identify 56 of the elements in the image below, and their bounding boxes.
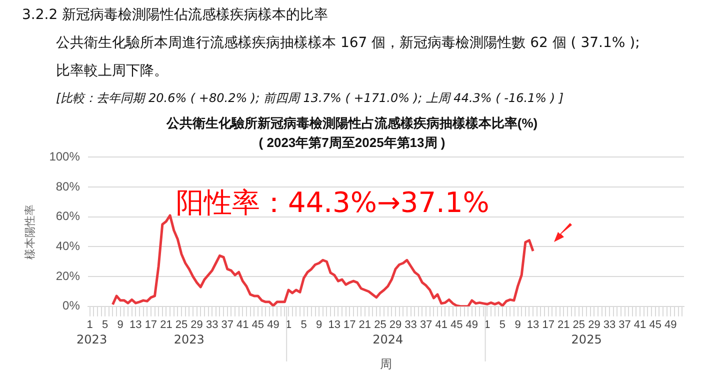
x-tick-label: 5 xyxy=(102,319,108,332)
x-tick-label: 33 xyxy=(603,319,616,332)
x-tick-label: 1 xyxy=(86,319,93,332)
y-tick-label: 100% xyxy=(49,150,80,164)
x-tick-label: 45 xyxy=(252,319,264,332)
x-tick-label: 37 xyxy=(618,319,631,332)
text: 2023 xyxy=(174,332,204,347)
text: 2024 xyxy=(372,332,404,347)
y-tick-label: 20% xyxy=(56,268,80,283)
x-tick-label: 5 xyxy=(499,319,506,332)
x-tick-label: 21 xyxy=(358,319,372,332)
x-tick-label: 5 xyxy=(300,319,307,332)
x-tick-label: 25 xyxy=(572,319,586,332)
x-tick-label: 41 xyxy=(435,319,448,332)
x-tick-label: 45 xyxy=(649,319,662,332)
x-tick-label: 33 xyxy=(206,319,218,332)
x-tick-label: 25 xyxy=(374,319,386,332)
chart-title: 公共衛生化驗所新冠病毒檢測陽性占流感樣疾病抽樣樣本比率(%) xyxy=(165,115,538,130)
y-tick-label: 60% xyxy=(56,209,80,224)
y-tick-label: 0% xyxy=(62,298,80,313)
x-tick-label: 29 xyxy=(588,319,600,332)
x-tick-label: 45 xyxy=(450,319,463,332)
x-tick-label: 13 xyxy=(328,319,340,332)
x-tick-label: 21 xyxy=(558,319,570,332)
x-tick-label: 37 xyxy=(420,319,432,332)
text: 3.2.2 新冠病毒檢測陽性佔流感樣疾病樣本的比率 xyxy=(22,6,328,24)
text: 2023 xyxy=(76,332,108,347)
text: 公共衛生化驗所本周進行流感樣疾病抽樣樣本 167 個，新冠病毒檢測陽性數 62 個 ( 37.1% ); xyxy=(56,34,640,52)
x-tick-label: 25 xyxy=(175,319,188,332)
x-tick-label: 49 xyxy=(466,319,478,332)
x-tick-label: 21 xyxy=(160,319,172,332)
text: 比率較上周下降。 xyxy=(56,62,168,80)
x-tick-label: 41 xyxy=(634,319,646,332)
x-tick-label: 41 xyxy=(236,319,249,332)
x-tick-label: 17 xyxy=(542,319,554,332)
y-axis-title: 樣本陽性率 xyxy=(24,204,37,260)
y-tick-label: 40% xyxy=(56,239,80,254)
y-tick-label: 80% xyxy=(56,179,80,194)
x-tick-label: 29 xyxy=(190,319,203,332)
x-tick-label: 9 xyxy=(514,319,521,332)
annotation: 阳性率：44.3%→37.1% xyxy=(176,185,490,221)
x-tick-label: 17 xyxy=(344,319,356,332)
x-tick-label: 49 xyxy=(267,319,280,332)
x-axis-title: 周 xyxy=(380,357,392,372)
x-tick-label: 37 xyxy=(221,319,234,332)
x-tick-label: 13 xyxy=(130,319,142,332)
x-tick-label: 17 xyxy=(144,319,158,332)
text: 2025 xyxy=(571,332,602,347)
x-tick-label: 13 xyxy=(526,319,540,332)
chart-subtitle: ( 2023年第7周至2025年第13周 ) xyxy=(258,134,446,150)
x-tick-label: 9 xyxy=(316,319,322,332)
x-tick-label: 9 xyxy=(117,319,124,332)
text: [比較：去年同期 20.6% ( +80.2% ); 前四周 13.7% ( +171.0% ); 上周 44.3% ( -16.1% ) ] xyxy=(56,90,564,107)
x-tick-label: 49 xyxy=(664,319,677,332)
x-tick-label: 33 xyxy=(404,319,417,332)
x-tick-label: 29 xyxy=(389,319,402,332)
